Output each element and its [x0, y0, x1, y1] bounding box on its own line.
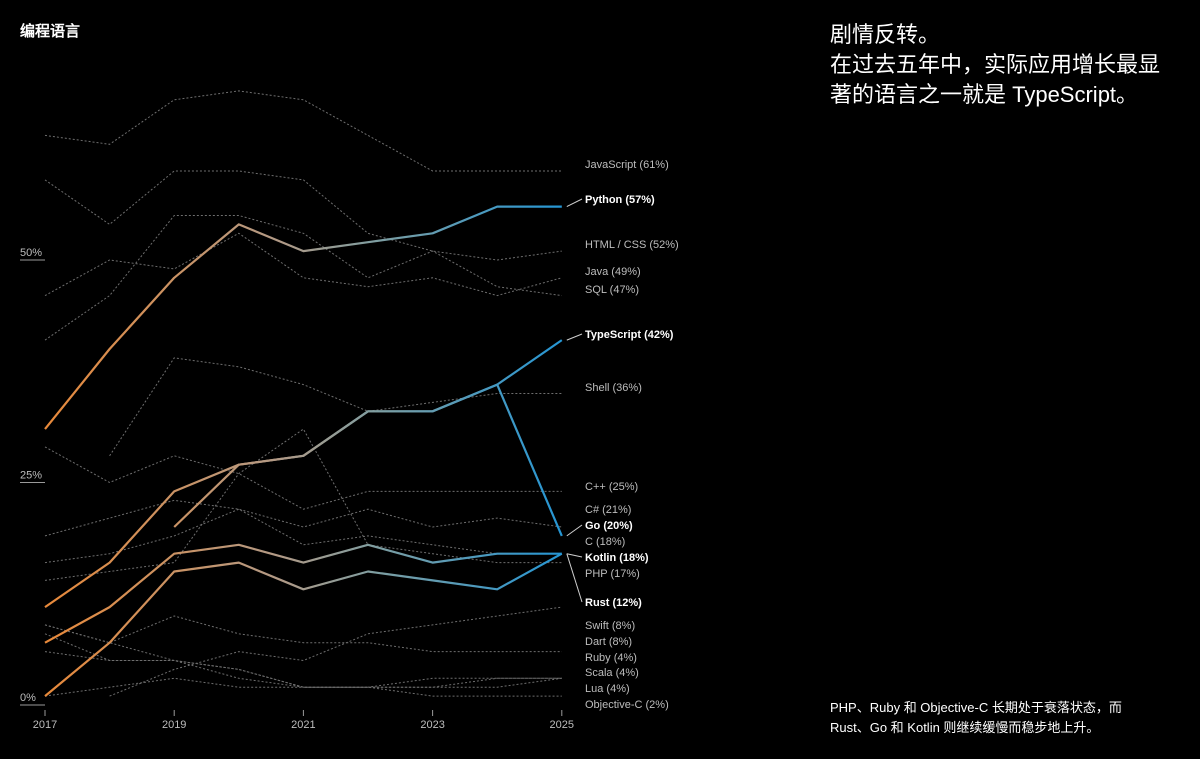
- series-line-scala: [44, 651, 562, 688]
- footnote-line: PHP、Ruby 和 Objective-C 长期处于衰落状态，而: [830, 700, 1122, 715]
- series-label-dart: Dart (8%): [585, 636, 632, 648]
- headline: 剧情反转。 在过去五年中，实际应用增长最显 著的语言之一就是 TypeScrip…: [830, 20, 1195, 110]
- series-line-lua: [44, 677, 562, 697]
- page-title: 编程语言: [20, 23, 81, 40]
- y-tick-label: 0%: [20, 692, 36, 704]
- x-tick-label: 2025: [550, 719, 574, 731]
- series-label-c-: C++ (25%): [585, 481, 638, 493]
- series-line-objective-c: [44, 624, 562, 697]
- series-line-typescript: [173, 339, 563, 528]
- x-tick-label: 2017: [33, 719, 57, 731]
- series-line-swift: [44, 615, 562, 653]
- series-line-go: [44, 383, 563, 609]
- series-label-ruby: Ruby (4%): [585, 652, 637, 664]
- x-tick-label: 2023: [420, 719, 444, 731]
- series-label-shell: Shell (36%): [585, 382, 642, 394]
- y-tick-label: 25%: [20, 470, 42, 482]
- series-label-php: PHP (17%): [585, 568, 640, 580]
- series-line-rust: [44, 552, 563, 697]
- series-label-c: C (18%): [585, 536, 625, 548]
- series-line-python: [44, 205, 562, 430]
- series-line-java: [44, 232, 562, 297]
- series-label-javascript: JavaScript (61%): [585, 159, 669, 171]
- series-line-c-: [44, 499, 562, 537]
- series-label-typescript: TypeScript (42%): [585, 329, 674, 341]
- y-tick-label: 50%: [20, 247, 42, 259]
- label-leader-typescript: [566, 333, 583, 341]
- series-line-kotlin: [44, 543, 562, 644]
- series-label-sql: SQL (47%): [585, 284, 639, 296]
- label-leader-kotlin: [566, 553, 583, 558]
- series-label-html-css: HTML / CSS (52%): [585, 239, 679, 251]
- series-label-rust: Rust (12%): [585, 597, 642, 609]
- series-line-javascript: [44, 90, 562, 172]
- x-tick-label: 2021: [291, 719, 315, 731]
- headline-line: 剧情反转。: [830, 22, 941, 47]
- label-leader-go: [566, 524, 583, 537]
- series-label-c-: C# (21%): [585, 504, 631, 516]
- series-line-c-: [44, 446, 562, 510]
- series-label-objective-c: Objective-C (2%): [585, 699, 669, 711]
- series-line-sql: [44, 215, 562, 341]
- series-label-swift: Swift (8%): [585, 620, 635, 632]
- footnote: PHP、Ruby 和 Objective-C 长期处于衰落状态，而 Rust、G…: [830, 698, 1190, 738]
- series-line-dart: [109, 606, 562, 697]
- label-leader-rust: [566, 553, 583, 603]
- headline-line: 在过去五年中，实际应用增长最显: [830, 52, 1161, 77]
- series-label-go: Go (20%): [585, 520, 633, 532]
- series-label-lua: Lua (4%): [585, 683, 630, 695]
- series-label-scala: Scala (4%): [585, 667, 639, 679]
- series-line-c: [44, 508, 562, 564]
- x-tick-label: 2019: [162, 719, 186, 731]
- line-chart: 50% 25% 0% 2017 2019 2021 2023 2025 JavaScript (…: [20, 90, 679, 731]
- series-label-java: Java (49%): [585, 266, 641, 278]
- label-leader-python: [566, 198, 583, 208]
- footnote-line: Rust、Go 和 Kotlin 则继续缓慢而稳步地上升。: [830, 720, 1100, 735]
- series-line-html-css: [44, 170, 562, 261]
- series-line-shell: [109, 357, 562, 457]
- series-label-python: Python (57%): [585, 194, 655, 206]
- series-line-ruby: [44, 633, 562, 688]
- series-line-php: [44, 428, 562, 581]
- series-label-kotlin: Kotlin (18%): [585, 552, 649, 564]
- headline-line: 著的语言之一就是 TypeScript。: [830, 82, 1139, 107]
